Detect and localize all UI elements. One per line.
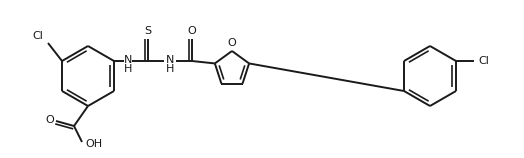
Text: H: H bbox=[166, 64, 174, 74]
Text: Cl: Cl bbox=[478, 56, 489, 66]
Text: O: O bbox=[188, 26, 196, 36]
Text: O: O bbox=[46, 115, 54, 125]
Text: OH: OH bbox=[85, 139, 103, 149]
Text: N: N bbox=[124, 55, 132, 65]
Text: S: S bbox=[145, 26, 151, 36]
Text: H: H bbox=[124, 64, 132, 74]
Text: N: N bbox=[166, 55, 174, 65]
Text: Cl: Cl bbox=[32, 31, 43, 41]
Text: O: O bbox=[227, 38, 236, 48]
